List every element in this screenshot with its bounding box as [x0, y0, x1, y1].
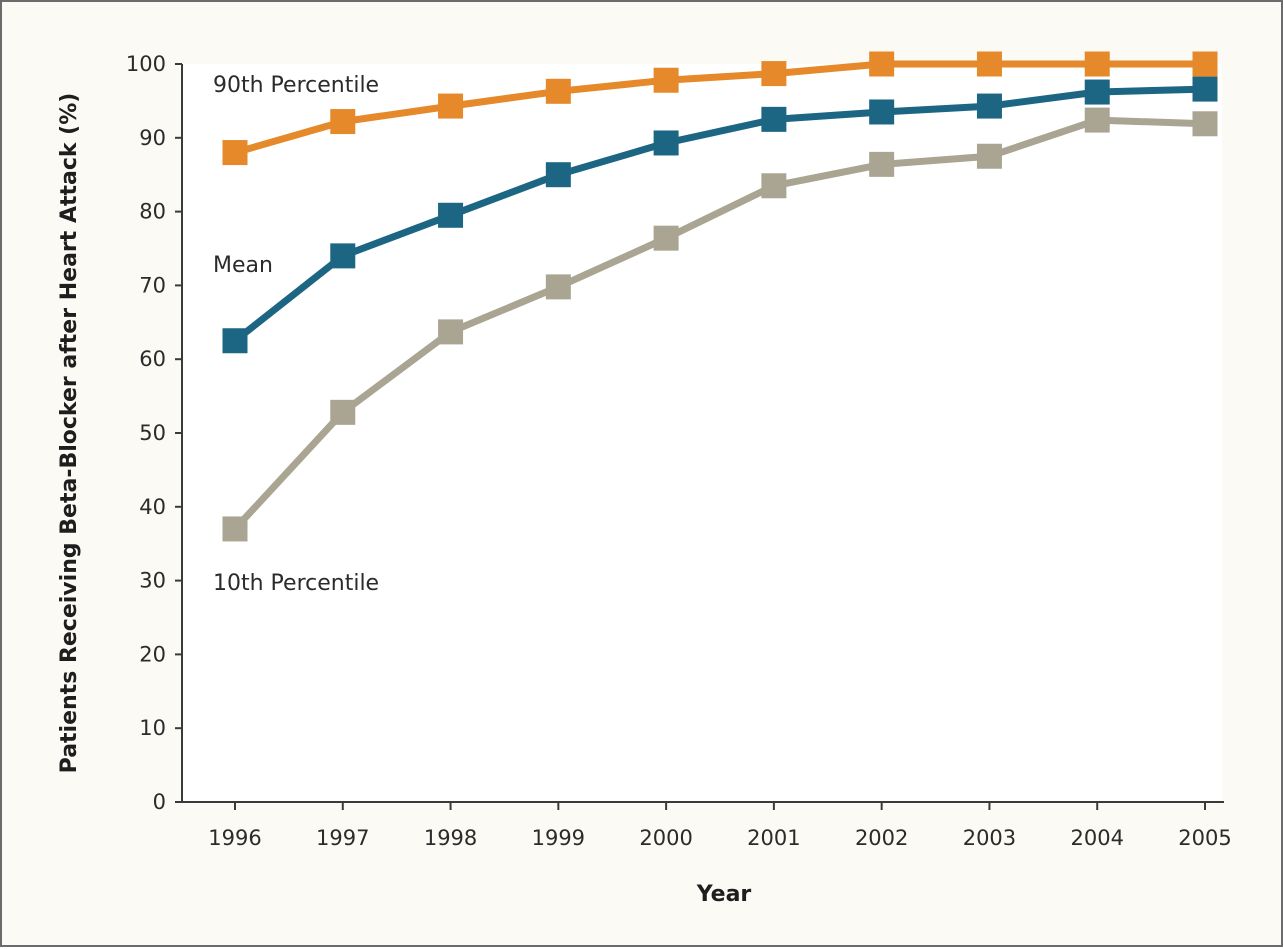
y-tick-label: 30 — [139, 569, 166, 593]
x-tick-label: 2004 — [1070, 826, 1123, 850]
x-tick-label: 2003 — [963, 826, 1016, 850]
data-point-10th-percentile — [330, 399, 356, 425]
x-axis-title: Year — [696, 882, 752, 907]
data-point-90th-percentile — [653, 67, 679, 93]
data-point-10th-percentile — [1084, 107, 1110, 133]
series-label-10th-percentile: 10th Percentile — [213, 571, 379, 596]
x-tick-label: 2005 — [1178, 826, 1231, 850]
y-axis-title: Patients Receiving Beta-Blocker after He… — [57, 93, 82, 774]
x-tick-label: 1996 — [208, 826, 261, 850]
data-point-mean — [653, 130, 679, 156]
y-tick-label: 60 — [139, 347, 166, 371]
data-point-10th-percentile — [1192, 111, 1218, 137]
series-line-90th-percentile — [231, 60, 1209, 157]
data-point-mean — [438, 202, 464, 228]
data-point-mean — [330, 243, 356, 269]
data-point-10th-percentile — [438, 319, 464, 345]
x-tick-label: 2002 — [855, 826, 908, 850]
x-tick-label: 1997 — [316, 826, 369, 850]
data-point-mean — [545, 162, 571, 188]
data-point-90th-percentile — [438, 93, 464, 119]
y-ticks: 0 10 20 30 40 50 60 70 80 90 100 — [126, 52, 182, 814]
data-point-90th-percentile — [1084, 51, 1110, 77]
data-point-mean — [976, 93, 1002, 119]
x-tick-label: 2001 — [747, 826, 800, 850]
x-ticks: 1996 1997 1998 1999 2000 2001 2002 2003 2004 2005 — [208, 802, 1232, 850]
y-tick-label: 40 — [139, 495, 166, 519]
x-tick-label: 1999 — [532, 826, 585, 850]
y-tick-label: 20 — [139, 642, 166, 666]
data-point-90th-percentile — [330, 109, 356, 135]
series-line-mean — [231, 85, 1209, 345]
series-10th-percentile — [222, 107, 1218, 542]
x-tick-label: 1998 — [424, 826, 477, 850]
data-point-10th-percentile — [222, 516, 248, 542]
data-point-10th-percentile — [653, 225, 679, 251]
y-tick-label: 90 — [139, 126, 166, 150]
data-point-10th-percentile — [761, 173, 787, 199]
data-point-10th-percentile — [545, 274, 571, 300]
data-point-mean — [869, 99, 895, 125]
y-tick-label: 100 — [126, 52, 166, 76]
series-label-mean: Mean — [213, 253, 273, 278]
data-point-mean — [761, 106, 787, 132]
y-tick-label: 80 — [139, 200, 166, 224]
data-point-90th-percentile — [545, 78, 571, 104]
series-mean — [222, 76, 1218, 354]
series-labels: 90th Percentile Mean 10th Percentile — [213, 73, 379, 596]
data-point-90th-percentile — [761, 61, 787, 87]
data-point-mean — [1192, 76, 1218, 102]
y-tick-label: 0 — [153, 790, 166, 814]
series-90th-percentile — [222, 51, 1218, 166]
data-point-90th-percentile — [976, 51, 1002, 77]
data-point-mean — [222, 328, 248, 354]
series-layer — [222, 51, 1218, 542]
plot-area — [182, 64, 1222, 802]
data-point-90th-percentile — [869, 51, 895, 77]
y-tick-label: 50 — [139, 421, 166, 445]
data-point-10th-percentile — [869, 151, 895, 177]
x-tick-label: 2000 — [639, 826, 692, 850]
y-tick-label: 70 — [139, 273, 166, 297]
y-tick-label: 10 — [139, 716, 166, 740]
data-point-10th-percentile — [976, 143, 1002, 169]
data-point-mean — [1084, 79, 1110, 105]
series-label-90th-percentile: 90th Percentile — [213, 73, 379, 98]
data-point-90th-percentile — [1192, 51, 1218, 77]
data-point-90th-percentile — [222, 140, 248, 166]
series-line-10th-percentile — [231, 116, 1209, 533]
